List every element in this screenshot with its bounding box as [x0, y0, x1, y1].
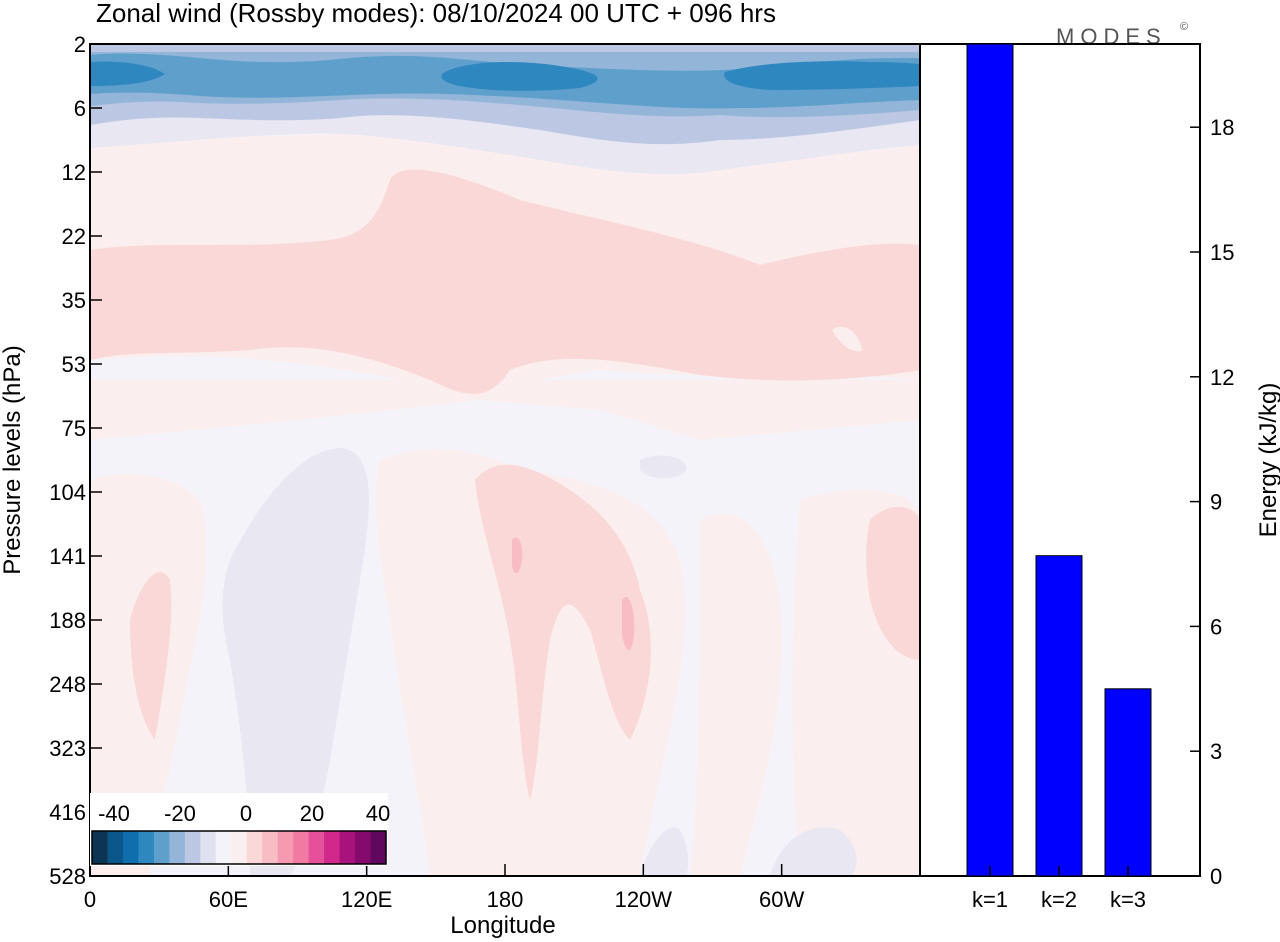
colorbar-swatch: [200, 831, 217, 864]
colorbar-swatch: [324, 831, 341, 864]
contour-fill: [512, 537, 523, 574]
x-tick-label: 60W: [759, 887, 804, 912]
y-tick-label: 528: [49, 864, 86, 889]
colorbar-swatch: [370, 831, 387, 864]
y-tick-label: 22: [62, 224, 86, 249]
contour-fill: [130, 572, 172, 740]
y-tick-label: 6: [74, 96, 86, 121]
colorbar-swatch: [262, 831, 279, 864]
y-tick-label: 53: [62, 352, 86, 377]
contour-fill: [690, 513, 782, 876]
energy-tick-label: 3: [1210, 739, 1222, 764]
contour-fill: [90, 169, 920, 394]
energy-axis-label: Energy (kJ/kg): [1255, 383, 1280, 538]
energy-bar: [1104, 688, 1152, 877]
colorbar-tick-label: -40: [98, 801, 130, 826]
colorbar-tick-label: 0: [240, 801, 252, 826]
y-tick-label: 416: [49, 800, 86, 825]
y-tick-label: 248: [49, 672, 86, 697]
colorbar-swatch: [308, 831, 325, 864]
contour-fill: [770, 827, 857, 876]
x-tick-label: 180: [487, 887, 524, 912]
x-tick-label: 120E: [341, 887, 392, 912]
y-tick-label: 2: [74, 32, 86, 57]
contour-fill: [832, 326, 862, 352]
colorbar-swatch: [107, 831, 124, 864]
longitude-axis: 0 60E 120E 180 120W 60W: [84, 864, 805, 912]
chart-title: Zonal wind (Rossby modes): 08/10/2024 00…: [96, 0, 776, 28]
colorbar-swatch: [231, 831, 248, 864]
colorbar-swatch: [355, 831, 372, 864]
energy-tick-label: 18: [1210, 115, 1234, 140]
colorbar-swatch: [169, 831, 186, 864]
energy-tick-label: 12: [1210, 365, 1234, 390]
energy-bar: [1035, 555, 1083, 877]
colorbar-tick-label: 20: [300, 801, 324, 826]
bar-category-label: k=2: [1041, 887, 1077, 912]
energy-tick-label: 15: [1210, 240, 1234, 265]
y-tick-label: 188: [49, 608, 86, 633]
contour-fill: [866, 506, 920, 660]
bar-category-label: k=3: [1110, 887, 1146, 912]
y-tick-label: 75: [62, 416, 86, 441]
x-tick-label: 60E: [209, 887, 248, 912]
colorbar-swatch: [138, 831, 155, 864]
colorbar-swatch: [246, 831, 263, 864]
x-axis-label: Longitude: [450, 912, 555, 939]
y-tick-label: 35: [62, 288, 86, 313]
y-tick-label: 12: [62, 160, 86, 185]
x-tick-label: 0: [84, 887, 96, 912]
contour-fill: [222, 448, 369, 876]
contour-fill: [90, 61, 165, 86]
energy-bar: [966, 43, 1014, 877]
y-tick-label: 141: [49, 544, 86, 569]
contour-fill: [441, 62, 598, 91]
colorbar-swatch: [339, 831, 356, 864]
contour-fill: [622, 597, 635, 650]
colorbar-swatch: [184, 831, 201, 864]
contour-fill: [640, 455, 687, 479]
colorbar-swatch: [277, 831, 294, 864]
colorbar-swatch: [92, 831, 108, 864]
bar-panel: k=1 k=2 k=3 0 3 6 9 12 15 18: [919, 43, 1234, 912]
pressure-axis: 2 6 12 22 35 53 75 104 141 188 248 323 416 528: [49, 32, 102, 889]
colorbar-swatch: [122, 831, 139, 864]
colorbar-swatch: [215, 831, 232, 864]
contour-fill: [90, 380, 920, 440]
bar-category-label: k=1: [972, 887, 1008, 912]
y-tick-label: 323: [49, 736, 86, 761]
colorbar-frame: [91, 830, 387, 865]
colorbar-swatch: [153, 831, 170, 864]
heatmap-panel: [90, 44, 920, 876]
y-axis-label: Pressure levels (hPa): [0, 345, 26, 574]
colorbar: -40 -20 0 20 40: [90, 793, 390, 866]
logo-mark: ©: [1180, 21, 1188, 33]
y-tick-label: 104: [49, 480, 86, 505]
energy-tick-label: 6: [1210, 614, 1222, 639]
top-fringe: [90, 44, 920, 52]
contour-fill: [640, 827, 689, 876]
colorbar-tick-label: 40: [366, 801, 390, 826]
energy-tick-label: 9: [1210, 490, 1222, 515]
colorbar-tick-label: -20: [164, 801, 196, 826]
x-tick-label: 120W: [615, 887, 673, 912]
energy-tick-label: 0: [1210, 864, 1222, 889]
contour-fill: [724, 61, 920, 90]
colorbar-swatch: [293, 831, 310, 864]
